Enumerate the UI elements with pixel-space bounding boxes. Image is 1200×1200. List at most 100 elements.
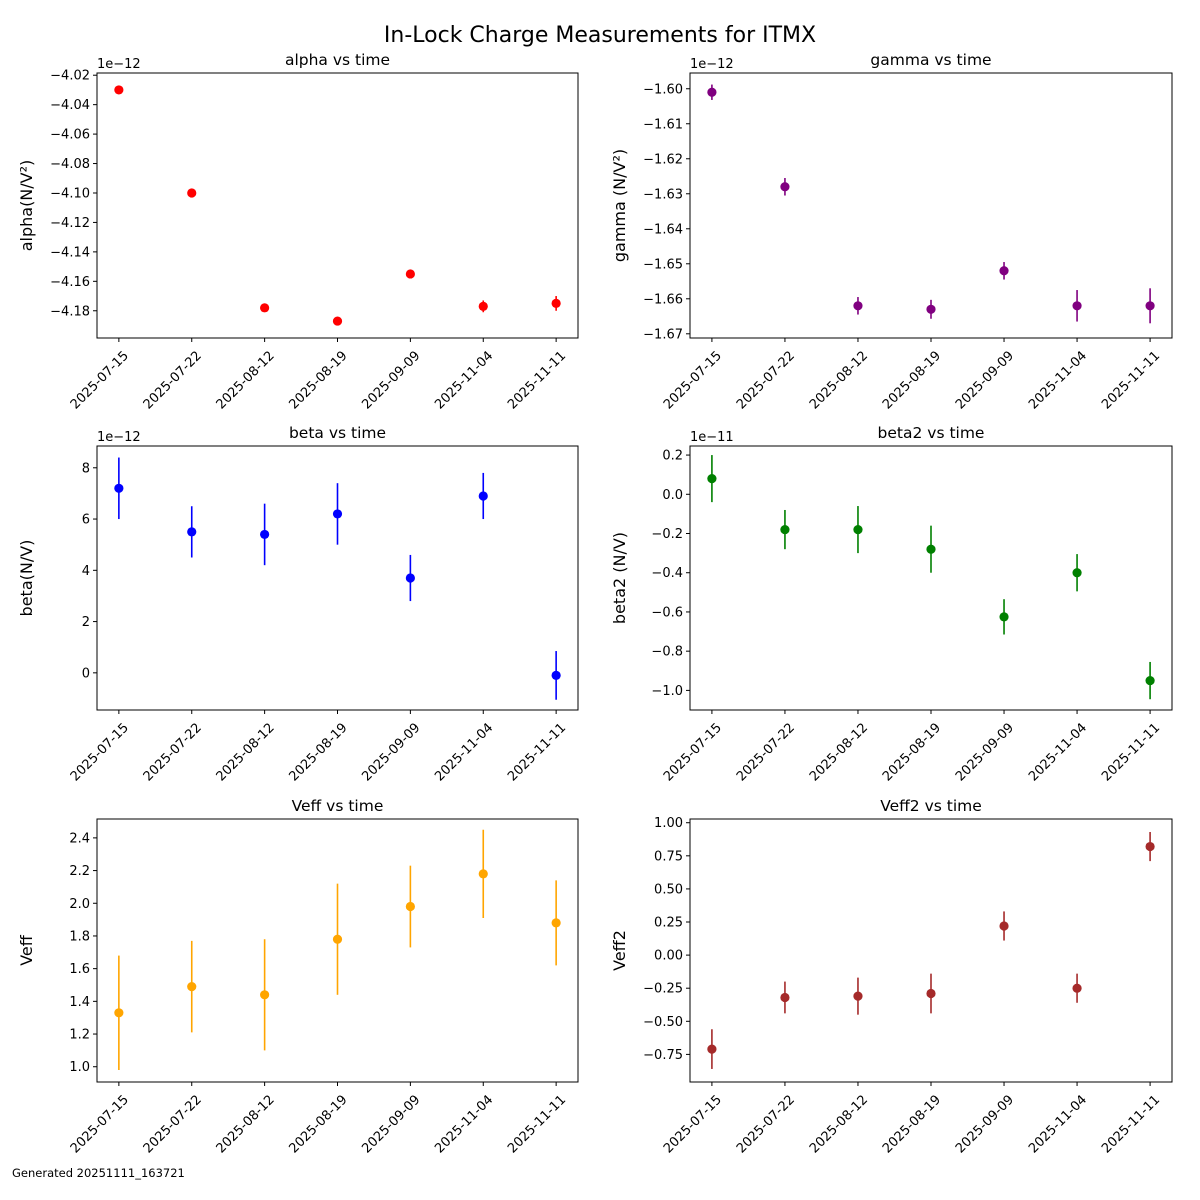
y-tick-label: −4.04 bbox=[50, 98, 90, 113]
data-point bbox=[853, 991, 863, 1001]
data-point bbox=[114, 483, 124, 493]
data-point bbox=[332, 934, 343, 944]
y-tick-label: −1.60 bbox=[643, 82, 683, 97]
y-axis-label: beta2 (N/V) bbox=[610, 532, 629, 624]
y-tick-label: 0.2 bbox=[662, 449, 683, 464]
data-point bbox=[114, 85, 124, 95]
y-tick-label: 0 bbox=[82, 666, 90, 681]
y-tick-label: −1.0 bbox=[651, 684, 683, 699]
y-tick-label: −1.62 bbox=[643, 152, 683, 167]
y-tick-label: −1.64 bbox=[643, 222, 683, 237]
data-point bbox=[260, 303, 270, 313]
y-tick-label: −4.12 bbox=[50, 216, 90, 231]
data-point bbox=[999, 921, 1009, 931]
y-tick-label: −0.6 bbox=[651, 605, 683, 620]
y-tick-label: −4.02 bbox=[50, 69, 90, 84]
data-point bbox=[853, 524, 863, 535]
y-tick-label: −4.16 bbox=[50, 275, 90, 290]
data-point bbox=[926, 304, 936, 314]
data-point bbox=[780, 524, 790, 535]
y-tick-label: −4.08 bbox=[50, 157, 90, 172]
data-point bbox=[926, 544, 936, 554]
data-point bbox=[187, 527, 197, 537]
subplot-title: Veff2 vs time bbox=[880, 797, 982, 815]
y-tick-label: 1.00 bbox=[654, 816, 683, 831]
y-tick-label: −4.18 bbox=[50, 304, 90, 319]
data-point bbox=[332, 316, 343, 326]
y-tick-label: 0.25 bbox=[654, 916, 683, 931]
y-tick-label: 0.75 bbox=[654, 849, 683, 864]
y-tick-label: −0.4 bbox=[651, 566, 683, 581]
y-tick-label: −1.63 bbox=[643, 187, 683, 202]
y-tick-label: −4.10 bbox=[50, 186, 90, 201]
y-tick-label: −0.75 bbox=[643, 1048, 683, 1063]
y-tick-label: 2.4 bbox=[69, 831, 90, 846]
y-tick-label: −1.61 bbox=[643, 117, 683, 132]
data-point bbox=[853, 301, 863, 311]
y-axis-label: alpha(N/V²) bbox=[17, 160, 36, 252]
subplot-title: gamma vs time bbox=[870, 51, 991, 69]
data-point bbox=[405, 269, 415, 279]
subplot-title: Veff vs time bbox=[292, 797, 384, 815]
data-point bbox=[1145, 301, 1155, 311]
y-axis-label: gamma (N/V²) bbox=[610, 149, 629, 262]
data-point bbox=[114, 1008, 124, 1018]
y-axis-label: Veff2 bbox=[610, 930, 629, 971]
data-point bbox=[1072, 301, 1082, 311]
data-point bbox=[1145, 675, 1155, 686]
y-tick-label: 1.6 bbox=[69, 962, 90, 977]
data-point bbox=[780, 992, 790, 1003]
y-tick-label: −1.66 bbox=[643, 292, 683, 307]
data-point bbox=[478, 491, 488, 501]
y-tick-label: 0.0 bbox=[662, 488, 683, 503]
y-tick-label: −4.06 bbox=[50, 128, 90, 143]
data-point bbox=[1072, 568, 1082, 578]
y-tick-label: 6 bbox=[82, 513, 90, 528]
data-point bbox=[260, 990, 270, 1000]
subplot-title: alpha vs time bbox=[285, 51, 390, 69]
figure-title: In-Lock Charge Measurements for ITMX bbox=[384, 23, 816, 48]
data-point bbox=[780, 182, 790, 192]
y-tick-label: −0.8 bbox=[651, 645, 683, 660]
data-point bbox=[405, 573, 415, 583]
data-point bbox=[551, 670, 561, 680]
y-tick-label: 1.8 bbox=[69, 929, 90, 944]
y-tick-label: −4.14 bbox=[50, 245, 90, 260]
y-offset-label: 1e−12 bbox=[97, 430, 141, 445]
data-point bbox=[332, 509, 343, 519]
y-offset-label: 1e−11 bbox=[690, 430, 734, 445]
y-tick-label: 8 bbox=[82, 461, 90, 476]
y-tick-label: 2.2 bbox=[69, 864, 90, 879]
data-point bbox=[707, 473, 717, 484]
data-point bbox=[551, 918, 561, 928]
y-tick-label: 2 bbox=[82, 615, 90, 630]
y-tick-label: 4 bbox=[82, 564, 90, 579]
subplot-title: beta vs time bbox=[289, 424, 386, 442]
data-point bbox=[478, 301, 488, 311]
y-tick-label: −1.65 bbox=[643, 257, 683, 272]
y-tick-label: −0.25 bbox=[643, 982, 683, 997]
data-point bbox=[999, 266, 1009, 276]
data-point bbox=[551, 298, 561, 309]
y-offset-label: 1e−12 bbox=[690, 57, 734, 72]
y-tick-label: 1.0 bbox=[69, 1060, 90, 1075]
y-tick-label: 1.2 bbox=[69, 1028, 90, 1043]
data-point bbox=[187, 982, 197, 992]
y-tick-label: −0.50 bbox=[643, 1015, 683, 1030]
generated-footer: Generated 20251111_163721 bbox=[12, 1166, 185, 1180]
data-point bbox=[478, 869, 488, 879]
y-tick-label: −0.2 bbox=[651, 527, 683, 542]
y-offset-label: 1e−12 bbox=[97, 57, 141, 72]
data-point bbox=[707, 1044, 717, 1054]
data-point bbox=[187, 188, 197, 198]
data-point bbox=[707, 87, 717, 97]
data-point bbox=[260, 529, 270, 540]
y-axis-label: beta(N/V) bbox=[17, 540, 36, 617]
subplot-title: beta2 vs time bbox=[878, 424, 985, 442]
data-point bbox=[405, 901, 415, 912]
data-point bbox=[926, 988, 936, 999]
y-tick-label: 1.4 bbox=[69, 995, 90, 1010]
y-tick-label: 0.50 bbox=[654, 882, 683, 897]
data-point bbox=[999, 612, 1009, 622]
